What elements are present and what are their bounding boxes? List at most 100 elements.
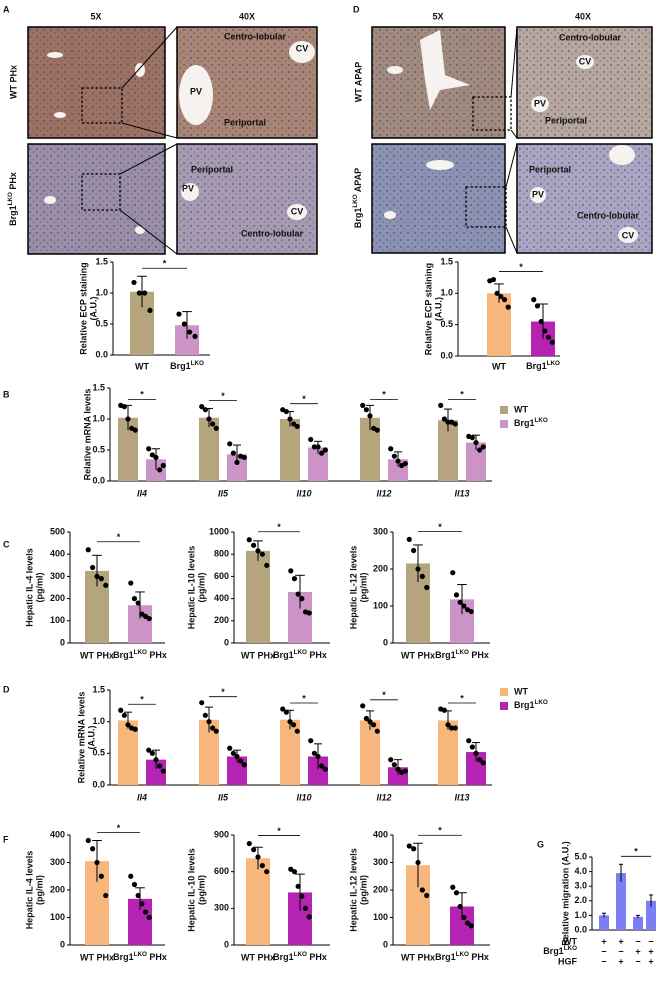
x-tick-label: Brg1LKO PHx	[113, 951, 167, 962]
x-tick-label-part: LKO	[456, 951, 469, 958]
y-tick-label: 0.0	[95, 349, 108, 359]
y-tick-label: 0	[383, 939, 388, 949]
data-point	[461, 914, 467, 921]
data-point	[538, 318, 544, 325]
data-point	[132, 427, 138, 433]
data-point	[128, 873, 134, 879]
y-axis-label: Hepatic IL-4 levels	[24, 548, 34, 627]
data-point	[308, 436, 314, 443]
y-tick-label: 0	[60, 637, 65, 647]
x-tick-label: WT PHx	[80, 952, 114, 962]
significance-label: *	[460, 693, 464, 703]
condition-mark: −	[601, 956, 606, 966]
data-point	[181, 321, 187, 327]
y-tick-label: 0	[224, 939, 229, 949]
significance-label: *	[117, 532, 121, 542]
y-tick-label: 1.0	[92, 716, 105, 726]
data-point	[187, 329, 193, 335]
legend-swatch	[500, 406, 508, 414]
error-bar	[413, 544, 423, 582]
legend-label-part: Brg1	[514, 700, 535, 710]
image-annotation: PV	[532, 189, 544, 199]
y-axis-label: Relative ECP staining	[78, 262, 88, 354]
image-annotation: Periportal	[191, 164, 233, 174]
data-point	[135, 892, 141, 899]
data-point	[501, 297, 508, 303]
data-point	[210, 725, 216, 731]
data-point	[322, 766, 328, 772]
image-annotation: CV	[296, 43, 309, 53]
x-tick-label: Il12	[376, 792, 391, 802]
condition-mark: −	[635, 936, 640, 946]
image-annotation: Centro-lobular	[241, 228, 303, 238]
data-point	[264, 562, 270, 568]
y-axis-label: (pg/ml)	[358, 573, 368, 603]
x-tick-label: Il13	[454, 488, 469, 498]
x-tick-label-part: LKO	[134, 951, 147, 958]
y-tick-label: 1.5	[440, 256, 453, 266]
data-point	[469, 435, 475, 441]
y-axis-label: (pg/ml)	[34, 875, 44, 905]
data-point	[468, 923, 474, 929]
x-tick-label: Il10	[296, 792, 311, 802]
row-label-part: LKO	[7, 192, 14, 205]
data-point	[149, 750, 155, 756]
row-label-part: Brg1	[353, 208, 363, 229]
condition-mark: +	[648, 946, 653, 956]
y-axis-label: Relative ECP staining	[423, 263, 433, 355]
data-point	[480, 760, 486, 766]
data-point	[234, 753, 240, 760]
error-bar	[619, 863, 623, 882]
y-tick-label: 200	[373, 563, 388, 573]
data-point	[311, 444, 317, 450]
y-axis-label: (pg/ml)	[196, 875, 206, 905]
data-point	[453, 890, 460, 896]
condition-label-part: Brg1	[543, 946, 564, 956]
data-point	[176, 311, 182, 317]
image-annotation: Periportal	[224, 117, 266, 127]
data-point	[494, 290, 500, 296]
data-point	[411, 547, 417, 554]
row-label: Brg1LKO PHx	[7, 172, 18, 226]
data-point	[299, 596, 305, 602]
y-tick-label: 300	[373, 526, 388, 536]
y-tick-label: 1.0	[95, 287, 108, 297]
error-bar	[92, 554, 102, 587]
x-tick-label-part: PHx	[147, 650, 167, 660]
y-axis-label: (A.U.)	[86, 726, 96, 750]
data-point	[142, 290, 148, 296]
row-label-part: APAP	[353, 168, 363, 195]
data-point	[206, 719, 212, 725]
y-tick-label: 0.0	[92, 779, 105, 789]
data-point	[388, 446, 394, 452]
x-tick-label: Brg1LKO PHx	[273, 951, 327, 962]
data-point	[287, 416, 293, 422]
x-tick-label: Brg1LKO PHx	[273, 649, 327, 660]
x-tick-label-part: Brg1	[435, 650, 456, 660]
x-tick-label: Il4	[137, 488, 147, 498]
data-point	[213, 728, 219, 734]
condition-label: HGF	[558, 956, 578, 966]
data-point	[121, 404, 127, 410]
y-tick-label: 0	[224, 637, 229, 647]
data-point	[131, 279, 137, 286]
data-point	[319, 763, 325, 769]
data-point	[210, 421, 216, 427]
data-point	[469, 744, 475, 750]
data-point	[468, 608, 474, 615]
y-axis-label: (pg/ml)	[34, 573, 44, 603]
significance-label: *	[460, 390, 464, 400]
bar	[227, 454, 247, 481]
y-axis-label: (pg/ml)	[196, 573, 206, 603]
image-annotation: Periportal	[529, 164, 571, 174]
y-tick-label: 0.5	[95, 318, 108, 328]
data-point	[415, 859, 421, 866]
data-point	[142, 909, 149, 915]
data-point	[402, 768, 408, 774]
panel-letter: F	[3, 834, 9, 844]
data-point	[453, 592, 460, 598]
data-point	[288, 568, 294, 574]
magnification-label: 5X	[432, 11, 443, 21]
data-point	[98, 873, 104, 879]
data-point	[498, 293, 504, 300]
